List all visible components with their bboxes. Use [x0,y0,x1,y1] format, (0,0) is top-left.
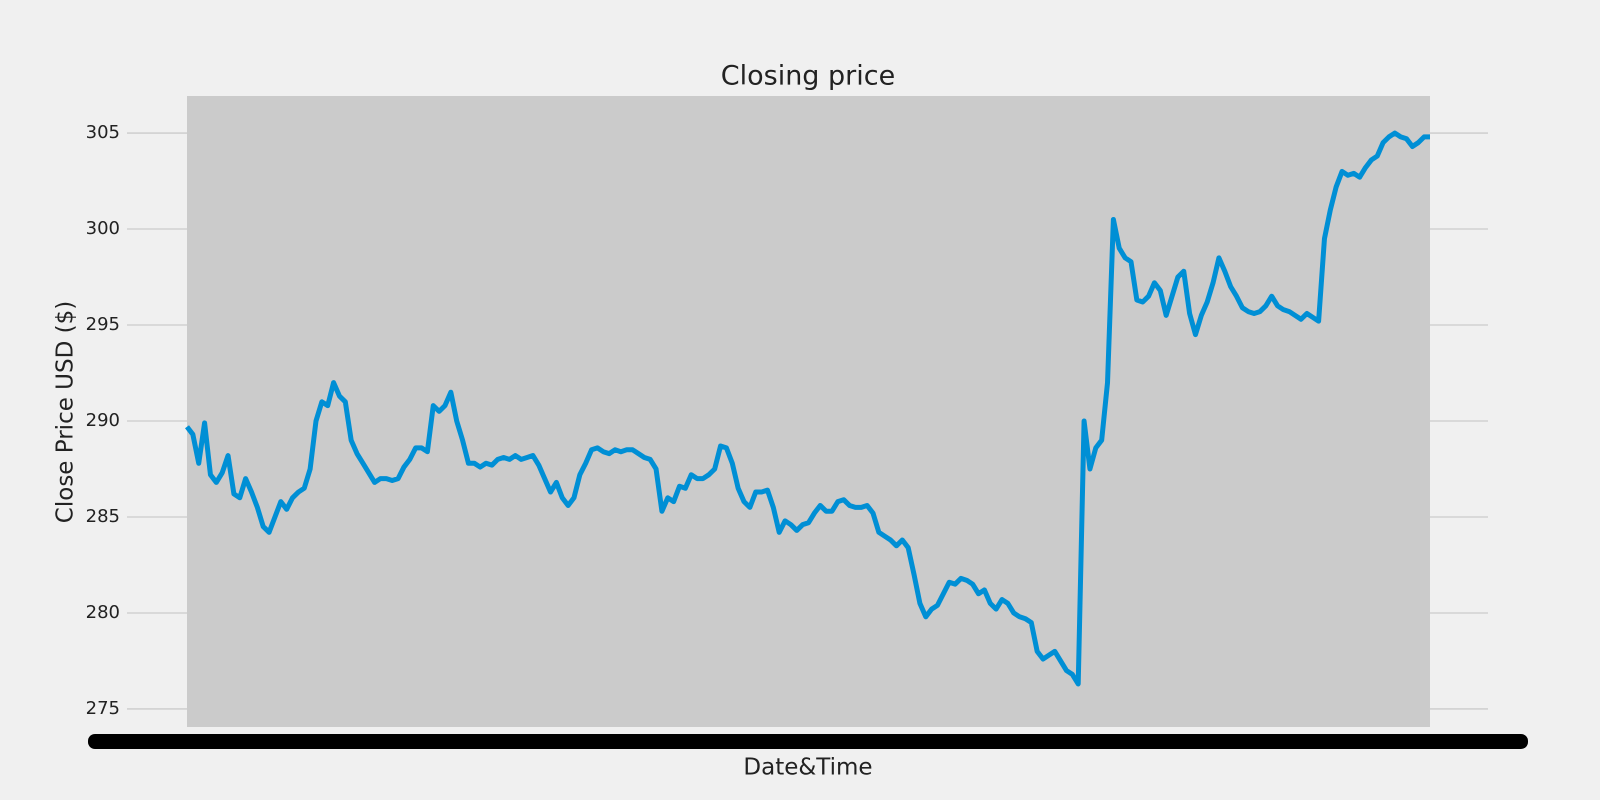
y-tick-label: 280 [86,602,120,623]
price-line [185,130,1430,687]
y-tick-label: 275 [86,698,120,719]
y-tick-label: 295 [86,314,120,335]
y-tick-label: 290 [86,410,120,431]
x-axis-label: Date&Time [743,755,872,781]
chart-title: Closing price [721,61,895,92]
plot [185,130,1430,687]
y-axis-label: Close Price USD ($) [53,301,79,523]
y-tick-label: 300 [86,218,120,239]
x-tick-labels-overlap [88,734,1528,749]
y-tick-label: 305 [86,122,120,143]
plot-area [187,96,1430,727]
y-tick-label: 285 [86,506,120,527]
